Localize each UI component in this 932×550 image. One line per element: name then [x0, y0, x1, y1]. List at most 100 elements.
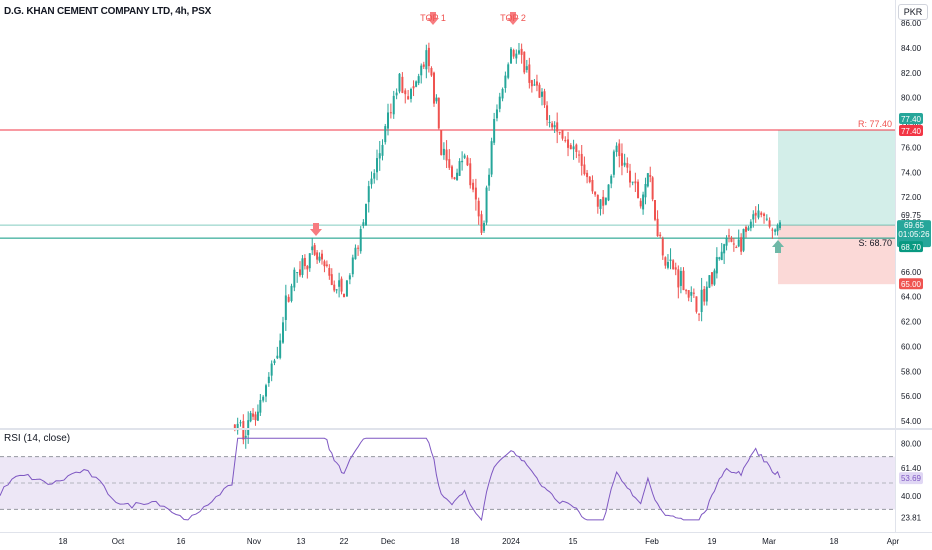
candle-body[interactable]: [765, 218, 768, 220]
candle-body[interactable]: [654, 199, 656, 220]
candle-body[interactable]: [548, 122, 551, 124]
candle-body[interactable]: [316, 252, 319, 260]
candle-body[interactable]: [572, 146, 575, 150]
candle-body[interactable]: [301, 258, 304, 275]
candle-body[interactable]: [282, 322, 284, 343]
candle-body[interactable]: [378, 153, 381, 159]
candle-body[interactable]: [523, 51, 526, 73]
candle-body[interactable]: [427, 47, 430, 67]
candle-body[interactable]: [474, 187, 477, 200]
candle-body[interactable]: [483, 223, 486, 231]
candle-body[interactable]: [466, 157, 469, 166]
rsi-line[interactable]: [0, 437, 781, 522]
candle-body[interactable]: [740, 237, 743, 252]
candle-body[interactable]: [768, 220, 771, 227]
candle-body[interactable]: [749, 221, 752, 229]
candle-body[interactable]: [649, 175, 652, 177]
candle-body[interactable]: [695, 296, 698, 312]
candle-body[interactable]: [376, 158, 378, 173]
candle-body[interactable]: [328, 267, 331, 276]
candle-body[interactable]: [435, 97, 438, 102]
candle-body[interactable]: [311, 246, 314, 251]
target-zone[interactable]: [778, 129, 895, 226]
breakout-arrow[interactable]: [310, 223, 322, 236]
candle-body[interactable]: [415, 81, 418, 87]
candle-body[interactable]: [440, 130, 443, 155]
candle-body[interactable]: [313, 245, 316, 255]
candle-body[interactable]: [553, 125, 556, 128]
candle-body[interactable]: [279, 340, 282, 358]
candle-body[interactable]: [618, 143, 621, 156]
candle-body[interactable]: [612, 151, 615, 175]
candle-body[interactable]: [303, 257, 306, 267]
candle-body[interactable]: [774, 229, 777, 232]
candles[interactable]: [233, 42, 781, 449]
top1-arrow[interactable]: [427, 12, 439, 25]
candle-body[interactable]: [687, 290, 690, 298]
candle-body[interactable]: [725, 238, 728, 246]
candle-body[interactable]: [401, 76, 404, 93]
candle-body[interactable]: [685, 290, 688, 292]
candle-body[interactable]: [677, 269, 680, 288]
candle-body[interactable]: [504, 75, 507, 89]
candle-body[interactable]: [456, 172, 459, 181]
candle-body[interactable]: [387, 112, 389, 129]
candle-body[interactable]: [254, 414, 257, 421]
candle-body[interactable]: [512, 50, 515, 57]
candle-body[interactable]: [674, 267, 677, 270]
candle-body[interactable]: [737, 239, 740, 247]
candle-body[interactable]: [718, 257, 721, 259]
candle-body[interactable]: [528, 64, 531, 83]
candle-body[interactable]: [395, 92, 398, 96]
candle-body[interactable]: [538, 84, 541, 98]
candle-body[interactable]: [779, 222, 781, 229]
candle-body[interactable]: [461, 160, 464, 163]
candle-body[interactable]: [720, 251, 723, 261]
candle-body[interactable]: [659, 234, 662, 236]
candle-body[interactable]: [333, 284, 336, 291]
candle-body[interactable]: [318, 256, 321, 261]
candle-body[interactable]: [267, 376, 270, 383]
candle-body[interactable]: [690, 291, 693, 296]
candle-body[interactable]: [728, 235, 730, 237]
candle-body[interactable]: [623, 162, 626, 166]
candle-body[interactable]: [546, 105, 549, 121]
candle-body[interactable]: [244, 435, 247, 438]
candle-body[interactable]: [256, 411, 259, 421]
candle-body[interactable]: [348, 275, 351, 280]
candle-body[interactable]: [306, 266, 309, 270]
candle-body[interactable]: [425, 50, 428, 70]
candle-body[interactable]: [325, 264, 328, 266]
candle-body[interactable]: [458, 161, 461, 176]
candle-body[interactable]: [437, 97, 440, 129]
candle-body[interactable]: [723, 244, 726, 254]
candle-body[interactable]: [715, 257, 718, 274]
candle-body[interactable]: [480, 214, 483, 233]
candle-body[interactable]: [569, 145, 572, 150]
candle-body[interactable]: [259, 399, 262, 413]
candle-body[interactable]: [477, 200, 480, 217]
candle-body[interactable]: [760, 212, 763, 215]
candle-body[interactable]: [501, 88, 504, 99]
candle-body[interactable]: [343, 293, 345, 298]
candle-body[interactable]: [308, 253, 311, 269]
candle-body[interactable]: [682, 270, 685, 291]
candle-body[interactable]: [287, 296, 290, 302]
candle-body[interactable]: [692, 292, 695, 294]
candle-body[interactable]: [442, 148, 445, 156]
candle-body[interactable]: [735, 246, 738, 248]
candle-body[interactable]: [639, 200, 642, 207]
candle-body[interactable]: [498, 96, 501, 109]
candle-body[interactable]: [664, 257, 667, 266]
candle-body[interactable]: [705, 286, 708, 302]
candle-body[interactable]: [330, 274, 333, 285]
candle-body[interactable]: [703, 289, 706, 302]
candle-body[interactable]: [672, 260, 675, 270]
candle-body[interactable]: [556, 122, 559, 132]
candle-body[interactable]: [367, 186, 370, 203]
candle-body[interactable]: [730, 237, 733, 242]
candle-body[interactable]: [742, 228, 745, 251]
candle-body[interactable]: [448, 159, 451, 168]
candle-body[interactable]: [637, 181, 640, 199]
candle-body[interactable]: [351, 257, 354, 275]
